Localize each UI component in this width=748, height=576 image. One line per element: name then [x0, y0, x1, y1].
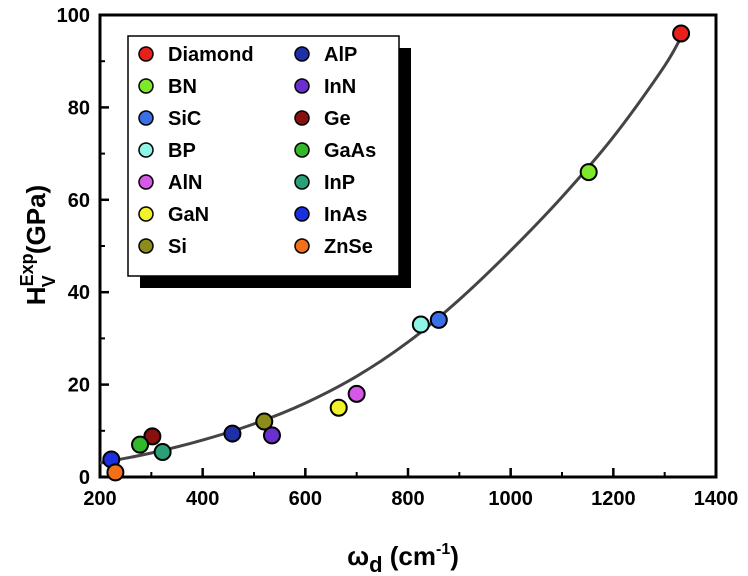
legend-label-alp: AlP — [324, 44, 357, 66]
point-bn — [579, 163, 598, 182]
legend-label-inn: InN — [324, 76, 356, 98]
legend-marker-si — [138, 238, 154, 254]
point-si — [255, 412, 274, 431]
legend-marker-aln — [138, 174, 154, 190]
y-tick-label: 60 — [68, 190, 90, 212]
legend-box — [127, 35, 400, 277]
x-tick-label: 200 — [83, 488, 116, 510]
point-gan — [329, 398, 348, 417]
point-bp — [411, 315, 430, 334]
legend-marker-bp — [138, 142, 154, 158]
y-tick-label: 0 — [79, 467, 90, 489]
point-diamond — [672, 24, 691, 43]
legend-label-bn: BN — [168, 76, 197, 98]
legend-label-znse: ZnSe — [324, 236, 373, 258]
legend-label-sic: SiC — [168, 108, 201, 130]
x-tick-label: 400 — [186, 488, 219, 510]
legend-label-gaas: GaAs — [324, 140, 376, 162]
legend-marker-bn — [138, 78, 154, 94]
point-aln — [347, 384, 366, 403]
legend-marker-znse — [294, 238, 310, 254]
point-znse — [106, 463, 125, 482]
x-tick-label: 600 — [289, 488, 322, 510]
axis-ticks — [98, 13, 718, 479]
x-tick-label: 1000 — [488, 488, 533, 510]
x-tick-label: 1400 — [694, 488, 739, 510]
legend-marker-inn — [294, 78, 310, 94]
point-inn — [262, 426, 281, 445]
legend-marker-diamond — [138, 46, 154, 62]
point-ge — [143, 427, 162, 446]
legend-marker-inas — [294, 206, 310, 222]
x-axis-title: ωd (cm-1) — [347, 541, 459, 576]
legend-marker-gaas — [294, 142, 310, 158]
y-tick-label: 100 — [57, 5, 90, 27]
legend-marker-gan — [138, 206, 154, 222]
legend-marker-alp — [294, 46, 310, 62]
point-alp — [223, 424, 242, 443]
y-tick-label: 20 — [68, 375, 90, 397]
y-tick-label: 40 — [68, 282, 90, 304]
legend-label-ge: Ge — [324, 108, 351, 130]
legend-label-diamond: Diamond — [168, 44, 254, 66]
legend-marker-sic — [138, 110, 154, 126]
legend-label-gan: GaN — [168, 204, 209, 226]
legend-marker-ge — [294, 110, 310, 126]
x-tick-label: 1200 — [591, 488, 636, 510]
legend-label-inp: InP — [324, 172, 355, 194]
legend: Diamond BN SiC BP AlN GaN Si AlP InN Ge GaAs InP InA… — [127, 35, 411, 288]
x-tick-labels: 200 400 600 800 1000 1200 1400 — [83, 488, 738, 510]
legend-label-si: Si — [168, 236, 187, 258]
legend-marker-inp — [294, 174, 310, 190]
x-tick-label: 800 — [391, 488, 424, 510]
point-sic — [429, 310, 448, 329]
data-points — [102, 24, 691, 482]
legend-label-aln: AlN — [168, 172, 202, 194]
point-inp — [153, 443, 172, 462]
y-tick-label: 80 — [68, 97, 90, 119]
y-axis-title: HExp V (GPa) — [17, 185, 59, 305]
point-gaas — [131, 435, 150, 454]
legend-label-inas: InAs — [324, 204, 367, 226]
y-tick-labels: 0 20 40 60 80 100 — [57, 5, 90, 489]
legend-label-bp: BP — [168, 140, 196, 162]
